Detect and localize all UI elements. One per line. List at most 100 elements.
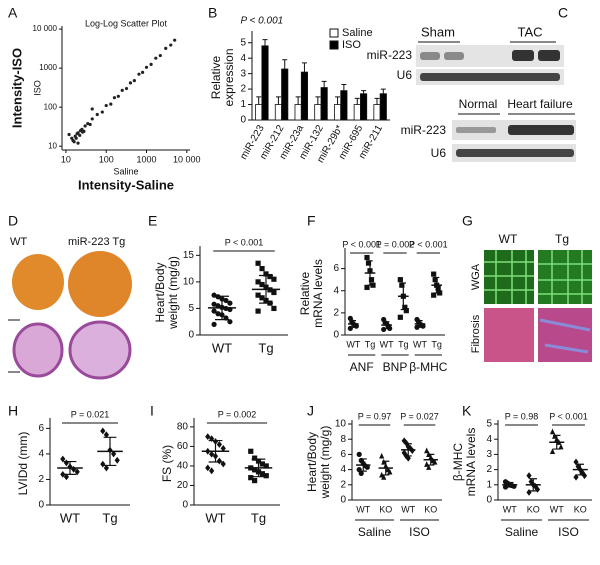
data-point	[60, 455, 66, 463]
y-axis-label: expression	[222, 48, 236, 106]
bar	[281, 68, 289, 121]
data-point	[397, 314, 403, 320]
group-label: ISO	[558, 525, 579, 539]
data-point	[90, 107, 94, 111]
y-tick-label: 0	[188, 330, 194, 341]
data-point	[67, 132, 71, 137]
y-axis-label: β-MHC	[451, 443, 465, 482]
group-label: Tg	[555, 232, 569, 246]
data-point	[104, 103, 108, 108]
data-point	[403, 308, 409, 314]
y-tick-label: 10 000	[33, 24, 58, 33]
panel-letter: C	[558, 5, 568, 21]
y-tick-label: 2	[240, 84, 246, 95]
x-tick-label: WT	[346, 339, 360, 349]
group-label: β-MHC	[409, 360, 448, 374]
x-tick-label: WT	[401, 504, 415, 514]
data-point	[60, 470, 66, 478]
sd-bar	[505, 481, 514, 488]
data-point	[432, 277, 438, 283]
y-tick-label: 6	[340, 449, 346, 460]
data-point	[100, 460, 106, 468]
data-point	[379, 452, 385, 459]
data-point	[74, 136, 78, 140]
section-image	[68, 320, 132, 380]
data-point	[255, 308, 261, 314]
data-point	[76, 141, 80, 145]
y-axis-label: Intensity-ISO	[9, 48, 24, 128]
x-tick-label: WT	[380, 339, 394, 349]
bar	[320, 87, 328, 121]
panel-g: G WT Tg WGA Fibrosis	[462, 213, 592, 362]
sd-bar	[529, 478, 538, 492]
data-point	[164, 46, 168, 51]
data-point	[267, 273, 273, 280]
data-point	[116, 94, 120, 98]
data-point	[75, 132, 79, 136]
y-tick-label: 4	[340, 464, 346, 475]
legend-swatch	[329, 40, 339, 50]
data-point	[211, 308, 217, 314]
data-point	[381, 474, 387, 480]
y-tick-label: 15	[183, 250, 195, 261]
x-tick-label: 100	[99, 154, 114, 164]
data-point	[63, 473, 69, 481]
blot-label: miR-223	[367, 48, 413, 62]
data-point	[103, 464, 109, 472]
y-tick-label: 4	[486, 434, 492, 445]
sd-bar	[427, 453, 435, 466]
bar	[300, 71, 308, 121]
sd-bar	[384, 321, 390, 329]
x-tick-label: WT	[550, 504, 564, 514]
data-point	[526, 489, 532, 496]
data-point	[205, 464, 211, 472]
lane-label: Heart failure	[507, 97, 573, 111]
data-point	[271, 289, 277, 296]
error-bar	[282, 59, 288, 69]
bar	[255, 104, 263, 121]
x-tick-label: 10	[61, 154, 71, 164]
data-point	[271, 276, 277, 282]
x-tick-label: 10 000	[173, 154, 201, 164]
annotation: P < 0.001	[549, 411, 588, 421]
data-point	[401, 449, 407, 457]
stain-label: WGA	[470, 263, 482, 290]
y-tick-label: 8	[340, 434, 346, 445]
band	[456, 149, 574, 157]
data-point	[211, 301, 217, 307]
data-point	[397, 277, 403, 283]
y-tick-label: 0	[38, 500, 44, 511]
y-tick-label: 3	[486, 449, 492, 460]
sd-bar	[576, 463, 585, 476]
data-point	[381, 326, 387, 333]
sd-bar	[382, 460, 390, 476]
panel-letter: B	[208, 5, 217, 21]
data-point	[399, 282, 405, 288]
data-point	[227, 300, 233, 306]
data-point	[414, 324, 420, 330]
data-point	[358, 470, 364, 476]
blot-label: U6	[431, 146, 447, 160]
heart-image	[12, 254, 64, 310]
data-point	[100, 427, 106, 435]
y-tick-label: 0	[333, 330, 339, 341]
wga-image	[538, 250, 592, 304]
sd-bar	[208, 439, 223, 463]
data-point	[426, 464, 432, 470]
y-tick-label: 20	[177, 480, 189, 491]
band	[456, 127, 496, 133]
data-point	[259, 471, 265, 477]
band	[512, 50, 534, 61]
error-bar	[354, 97, 360, 105]
fibrosis-image	[484, 308, 534, 362]
bar	[340, 90, 348, 121]
y-tick-label: 3	[240, 68, 246, 79]
data-point	[78, 133, 82, 137]
bar	[360, 93, 368, 121]
data-point	[70, 136, 74, 140]
data-point	[387, 468, 393, 475]
group-label: ISO	[409, 525, 430, 539]
heart-image	[68, 251, 132, 317]
group-label: Saline	[358, 525, 392, 539]
bar	[334, 104, 342, 121]
